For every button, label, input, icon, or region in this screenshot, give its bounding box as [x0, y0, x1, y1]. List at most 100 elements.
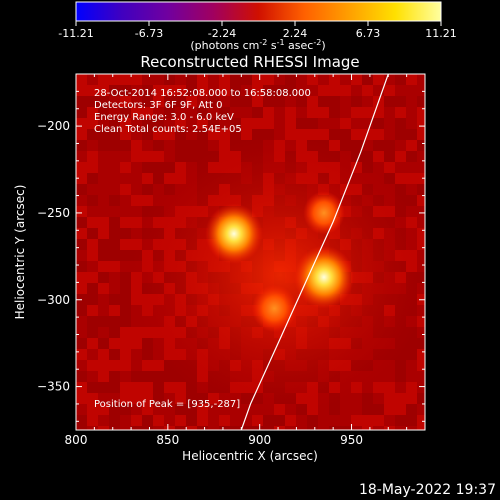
texture-cell: [87, 184, 98, 195]
texture-cell: [406, 393, 417, 404]
texture-cell: [395, 151, 406, 162]
texture-cell: [285, 85, 296, 96]
texture-cell: [131, 195, 142, 206]
texture-cell: [406, 74, 417, 85]
texture-cell: [395, 118, 406, 129]
texture-cell: [76, 360, 87, 371]
texture-cell: [208, 129, 219, 140]
texture-cell: [274, 426, 285, 430]
texture-cell: [109, 393, 120, 404]
texture-cell: [175, 404, 186, 415]
texture-cell: [329, 118, 340, 129]
texture-cell: [351, 74, 362, 85]
texture-cell: [362, 74, 373, 85]
texture-cell: [263, 129, 274, 140]
texture-cell: [76, 184, 87, 195]
texture-cell: [417, 217, 425, 228]
texture-cell: [186, 85, 197, 96]
texture-cell: [373, 382, 384, 393]
texture-cell: [384, 162, 395, 173]
texture-cell: [252, 74, 263, 85]
texture-cell: [351, 107, 362, 118]
texture-cell: [98, 107, 109, 118]
texture-cell: [109, 283, 120, 294]
texture-cell: [120, 96, 131, 107]
texture-cell: [131, 360, 142, 371]
colorbar-tick-label: -11.21: [58, 27, 93, 40]
texture-cell: [120, 206, 131, 217]
colorbar-tick-label: -6.73: [135, 27, 163, 40]
texture-cell: [98, 129, 109, 140]
texture-cell: [208, 140, 219, 151]
texture-cell: [109, 85, 120, 96]
texture-cell: [87, 294, 98, 305]
texture-cell: [230, 107, 241, 118]
texture-cell: [241, 85, 252, 96]
texture-cell: [153, 74, 164, 85]
texture-cell: [219, 404, 230, 415]
texture-cell: [109, 382, 120, 393]
texture-cell: [109, 140, 120, 151]
texture-cell: [153, 360, 164, 371]
texture-cell: [76, 261, 87, 272]
info-line: Clean Total counts: 2.54E+05: [94, 124, 242, 135]
hxr-source-4: [303, 191, 345, 235]
texture-cell: [131, 96, 142, 107]
texture-cell: [252, 96, 263, 107]
texture-cell: [417, 74, 425, 85]
texture-cell: [340, 74, 351, 85]
colorbar-tick-label: 6.73: [356, 27, 381, 40]
texture-cell: [417, 195, 425, 206]
texture-cell: [296, 74, 307, 85]
texture-cell: [263, 118, 274, 129]
x-axis-title: Heliocentric X (arcsec): [182, 449, 318, 463]
texture-cell: [307, 74, 318, 85]
colorbar-unit-label: (photons cm-2 s-1 asec-2): [190, 38, 325, 52]
texture-cell: [208, 107, 219, 118]
texture-cell: [175, 426, 186, 430]
texture-cell: [395, 404, 406, 415]
info-line: 28-Oct-2014 16:52:08.000 to 16:58:08.000: [94, 88, 311, 99]
texture-cell: [131, 173, 142, 184]
texture-cell: [120, 129, 131, 140]
texture-cell: [87, 426, 98, 430]
texture-cell: [351, 96, 362, 107]
texture-cell: [406, 195, 417, 206]
texture-cell: [362, 393, 373, 404]
texture-cell: [406, 140, 417, 151]
texture-cell: [164, 118, 175, 129]
texture-cell: [373, 129, 384, 140]
texture-cell: [153, 393, 164, 404]
texture-cell: [219, 74, 230, 85]
texture-cell: [164, 129, 175, 140]
texture-cell: [406, 107, 417, 118]
texture-cell: [87, 360, 98, 371]
texture-cell: [142, 107, 153, 118]
texture-cell: [120, 140, 131, 151]
texture-cell: [109, 327, 120, 338]
texture-cell: [164, 74, 175, 85]
texture-cell: [109, 162, 120, 173]
texture-cell: [153, 107, 164, 118]
texture-cell: [208, 415, 219, 426]
texture-cell: [406, 371, 417, 382]
texture-cell: [417, 404, 425, 415]
texture-cell: [98, 382, 109, 393]
texture-cell: [285, 426, 296, 430]
texture-cell: [109, 404, 120, 415]
texture-cell: [252, 129, 263, 140]
texture-cell: [109, 195, 120, 206]
texture-cell: [76, 206, 87, 217]
texture-cell: [120, 239, 131, 250]
texture-cell: [241, 426, 252, 430]
texture-cell: [318, 129, 329, 140]
texture-cell: [131, 338, 142, 349]
texture-cell: [142, 184, 153, 195]
texture-cell: [230, 96, 241, 107]
texture-cell: [120, 74, 131, 85]
texture-cell: [219, 107, 230, 118]
texture-cell: [351, 129, 362, 140]
texture-cell: [274, 118, 285, 129]
texture-cell: [241, 74, 252, 85]
